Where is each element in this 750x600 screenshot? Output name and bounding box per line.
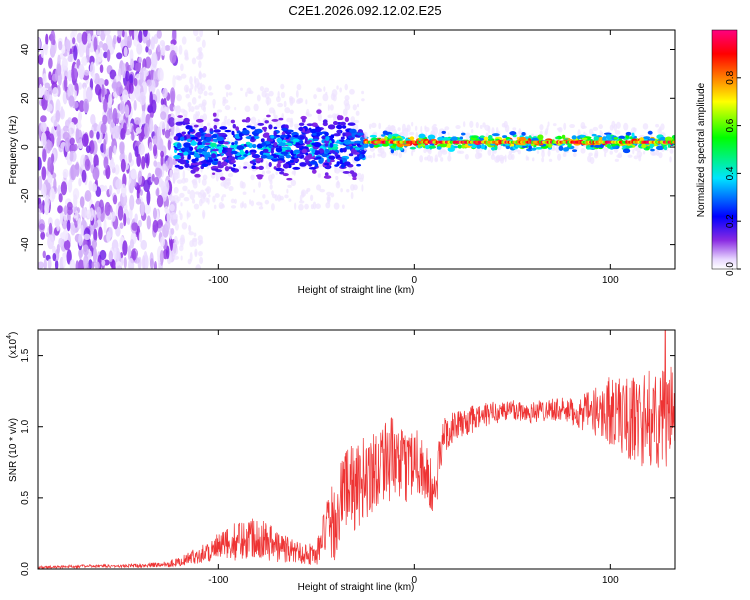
spectrogram-region-0 (38, 30, 207, 269)
snr-panel: -100 0 100 0.0 0.5 1.0 1.5 Height of straight … (6, 329, 676, 593)
spectrogram-ytick-label: -40 (20, 237, 31, 252)
snr-ytick-label: 0.5 (20, 490, 31, 504)
colorbar-gradient (711, 29, 738, 270)
colorbar-label: Normalized spectral amplitude (696, 82, 707, 217)
spectrogram-xtick-label: 0 (412, 275, 418, 286)
snr-multiplier-close: ) (8, 332, 19, 335)
spectrogram-panel: -100 0 100 -40 -20 0 20 40 Height of straight l… (8, 29, 676, 296)
spectrogram-ytick-label: -20 (20, 188, 31, 203)
snr-frame (37, 329, 676, 570)
colorbar-tick-label: 0.4 (725, 166, 736, 180)
snr-ytick-label: 1.0 (20, 419, 31, 433)
colorbar-ticks: 0.0 0.2 0.4 0.6 0.8 (725, 70, 741, 276)
snr-series-line (38, 330, 675, 569)
snr-ticks: -100 0 100 0.0 0.5 1.0 1.5 (20, 330, 675, 586)
spectrogram-ylabel: Frequency (Hz) (8, 116, 19, 185)
snr-xlabel: Height of straight line (km) (298, 582, 415, 593)
colorbar-tick-label: 0.8 (725, 70, 736, 84)
snr-multiplier: (x104) (6, 332, 19, 359)
snr-ylabel: SNR (10 * v/v) (8, 418, 19, 482)
spectrogram-ticks: -100 0 100 -40 -20 0 20 40 (20, 30, 675, 286)
spectrogram-xtick-label: 100 (602, 275, 619, 286)
snr-data (38, 330, 675, 569)
spectrogram-xlabel: Height of straight line (km) (298, 285, 415, 296)
spectrogram-ytick-label: 20 (20, 92, 31, 104)
spectrogram-data (38, 30, 675, 269)
spectrogram-ytick-label: 40 (20, 44, 31, 56)
snr-xtick-label: 100 (602, 575, 619, 586)
spectrogram-ytick-label: 0 (20, 144, 31, 150)
snr-ytick-label: 1.5 (20, 348, 31, 362)
snr-xtick-label: -100 (208, 575, 228, 586)
colorbar: 0.0 0.2 0.4 0.6 0.8 Normalized spectral ampl… (696, 29, 741, 276)
chart-title: C2E1.2026.092.12.02.E25 (288, 3, 441, 18)
spectrogram-region-1 (172, 83, 369, 211)
svg-text:(x104): (x104) (6, 332, 19, 359)
spectrogram-frame (37, 29, 676, 270)
spectrogram-region-2 (362, 120, 675, 165)
spectrogram-xtick-label: -100 (208, 275, 228, 286)
colorbar-tick-label: 0.2 (725, 214, 736, 228)
snr-ytick-label: 0.0 (20, 562, 31, 576)
snr-multiplier-exp: 4 (6, 335, 13, 339)
snr-multiplier-base: (x10 (8, 338, 19, 358)
colorbar-tick-label: 0.6 (725, 118, 736, 132)
colorbar-tick-label: 0.0 (725, 262, 736, 276)
snr-xtick-label: 0 (412, 575, 418, 586)
